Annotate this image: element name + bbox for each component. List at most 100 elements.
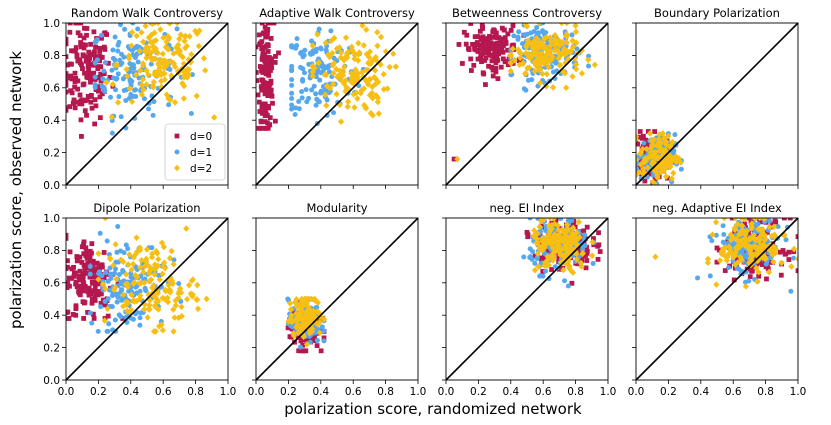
scatter-point [66, 82, 69, 88]
scatter-point [490, 67, 496, 73]
scatter-point [454, 155, 461, 163]
scatter-point [70, 312, 76, 317]
scatter-point [336, 67, 344, 75]
scatter-point [73, 23, 79, 26]
scatter-point [298, 307, 305, 315]
scatter-point [261, 30, 267, 36]
scatter-point [553, 218, 559, 224]
scatter-point [149, 284, 156, 291]
scatter-point [712, 218, 720, 226]
y-tick-label: 0.2 [43, 147, 60, 159]
scatter-point [547, 51, 554, 58]
scatter-point [121, 87, 127, 93]
scatter-point [97, 45, 103, 51]
scatter-point [369, 83, 376, 91]
scatter-point [772, 218, 778, 224]
scatter-point [109, 304, 115, 310]
scatter-point [491, 55, 497, 61]
scatter-point [665, 150, 672, 158]
axes-frame [445, 217, 609, 381]
scatter-point [480, 51, 485, 57]
scatter-point [366, 76, 373, 83]
scatter-point [132, 271, 139, 279]
scatter-point [720, 239, 726, 245]
scatter-point [507, 59, 514, 67]
scatter-point [645, 129, 651, 134]
scatter-point [486, 63, 491, 69]
scatter-point [167, 23, 174, 27]
scatter-point [80, 277, 86, 283]
x-tick-label: 0.2 [660, 386, 677, 398]
scatter-point [714, 245, 720, 251]
scatter-point [150, 83, 157, 91]
scatter-point [108, 113, 115, 121]
scatter-point [256, 78, 260, 83]
scatter-point [533, 239, 540, 247]
scatter-point [642, 178, 648, 184]
scatter-point [493, 52, 498, 58]
scatter-point [569, 73, 576, 80]
scatter-point [145, 34, 152, 41]
scatter-point [727, 236, 735, 244]
scatter-point [308, 309, 316, 317]
point-cloud [66, 23, 218, 139]
scatter-point [268, 68, 273, 73]
scatter-point [110, 292, 116, 298]
scatter-point [137, 322, 143, 328]
scatter-point [126, 85, 134, 92]
scatter-point [761, 218, 768, 223]
scatter-point [261, 101, 267, 107]
scatter-point [496, 51, 502, 57]
scatter-point [529, 41, 536, 49]
scatter-point [96, 88, 101, 94]
scatter-point [386, 63, 393, 71]
scatter-point [200, 55, 208, 62]
scatter-point [573, 256, 581, 263]
scatter-point [130, 316, 136, 322]
scatter-point [107, 265, 113, 271]
scatter-point [76, 289, 81, 295]
scatter-point [93, 103, 99, 109]
scatter-point [359, 23, 366, 29]
panel-title: Boundary Polarization [654, 6, 780, 20]
scatter-point [66, 36, 69, 42]
scatter-point [652, 165, 659, 172]
scatter-point [589, 252, 596, 259]
scatter-point [725, 250, 732, 258]
scatter-point [493, 66, 499, 71]
scatter-point [640, 165, 647, 173]
scatter-point [477, 28, 483, 34]
scatter-point [309, 87, 315, 93]
scatter-point [527, 246, 533, 252]
scatter-point [260, 125, 266, 131]
scatter-point [555, 247, 562, 255]
scatter-point [734, 220, 741, 228]
point-cloud [652, 218, 798, 294]
scatter-point [365, 59, 372, 67]
scatter-point [155, 255, 162, 263]
scatter-point [483, 82, 488, 87]
scatter-point [76, 274, 82, 279]
scatter-point [268, 78, 274, 84]
scatter-point [495, 76, 501, 82]
scatter-point [261, 80, 267, 85]
scatter-point [100, 76, 106, 82]
scatter-point [560, 229, 567, 237]
x-tick-label: 0.4 [312, 386, 329, 398]
scatter-point [478, 37, 484, 43]
scatter-point [128, 98, 136, 105]
scatter-point [303, 348, 309, 354]
scatter-point [570, 224, 577, 232]
x-tick-label: 0.8 [757, 386, 774, 398]
scatter-point [795, 234, 798, 240]
scatter-point [727, 247, 734, 254]
scatter-point [92, 49, 97, 55]
scatter-point [351, 104, 358, 111]
scatter-point [103, 79, 110, 86]
x-tick-label: 0.4 [122, 386, 139, 398]
scatter-point [672, 158, 679, 165]
scatter-point [166, 289, 174, 296]
scatter-point [144, 314, 151, 321]
scatter-point [478, 45, 484, 51]
scatter-point [761, 236, 768, 244]
